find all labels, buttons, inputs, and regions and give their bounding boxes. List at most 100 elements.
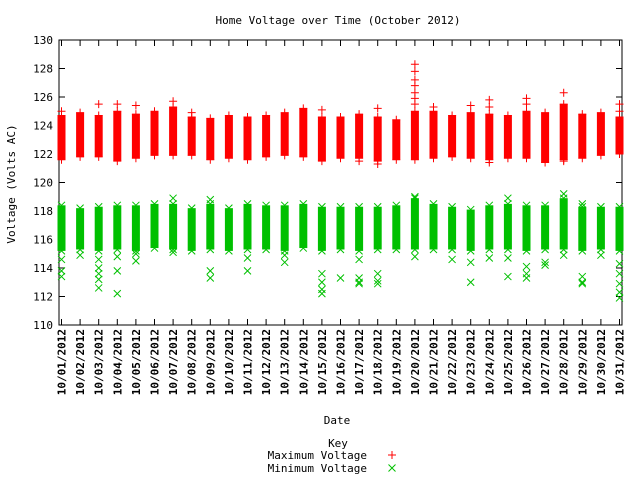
x-tick-label: 10/01/2012 (56, 329, 69, 395)
plot-frame (58, 39, 623, 326)
max-voltage-point (94, 100, 103, 109)
max-voltage-point (429, 102, 438, 111)
min-voltage-point (615, 279, 624, 288)
min-voltage-point (578, 200, 587, 208)
min-voltage-band (373, 206, 382, 250)
max-voltage-point (355, 157, 364, 166)
legend: Key Maximum Voltage Minimum Voltage (268, 437, 396, 475)
max-voltage-point (336, 112, 345, 121)
max-voltage-point (559, 100, 568, 109)
min-voltage-point (522, 262, 531, 271)
max-voltage-point (131, 154, 140, 163)
min-voltage-point (373, 269, 382, 278)
min-voltage-point (541, 245, 549, 254)
min-voltage-band (578, 206, 587, 251)
max-voltage-point (113, 157, 122, 166)
max-voltage-band (392, 119, 401, 160)
y-tick-label: 130 (33, 34, 53, 47)
min-voltage-point (448, 255, 456, 264)
max-voltage-point (410, 100, 419, 109)
max-voltage-point (373, 159, 382, 168)
max-voltage-point (57, 155, 66, 164)
legend-label-maximum-voltage: Maximum Voltage (268, 449, 367, 462)
min-voltage-point (132, 257, 140, 265)
max-voltage-point (485, 158, 494, 167)
min-voltage-point (466, 247, 475, 255)
max-voltage-point (503, 111, 512, 120)
max-voltage-band (299, 108, 308, 157)
max-voltage-band (262, 115, 271, 157)
min-voltage-point (243, 245, 252, 254)
min-voltage-band (243, 203, 252, 250)
max-voltage-band (578, 114, 587, 159)
max-voltage-band (485, 114, 494, 160)
min-voltage-band (336, 206, 345, 250)
min-voltage-point (355, 247, 363, 255)
x-tick-label: 10/21/2012 (428, 329, 441, 395)
min-voltage-point (169, 200, 177, 208)
max-voltage-band (559, 104, 568, 160)
min-voltage-point (578, 272, 587, 281)
min-voltage-point (448, 202, 456, 211)
x-tick-label: 10/12/2012 (260, 329, 273, 395)
max-voltage-point (410, 67, 419, 76)
min-voltage-point (355, 255, 363, 264)
min-voltage-point (597, 251, 605, 260)
max-voltage-point (392, 155, 401, 164)
min-voltage-band (206, 203, 215, 250)
x-tick-label: 10/11/2012 (242, 329, 255, 395)
max-voltage-point (373, 112, 382, 121)
min-voltage-band (596, 206, 605, 250)
min-voltage-band (280, 205, 289, 251)
min-voltage-band (299, 203, 308, 249)
x-tick-label: 10/22/2012 (446, 329, 459, 395)
min-voltage-point (206, 245, 215, 254)
max-voltage-band (169, 106, 178, 156)
min-voltage-point (150, 200, 159, 208)
x-tick-label: 10/26/2012 (521, 329, 534, 395)
min-voltage-band (150, 203, 159, 249)
max-voltage-point (280, 108, 289, 117)
min-voltage-point (206, 266, 215, 275)
series-minimum-voltage (57, 190, 624, 302)
min-voltage-point (318, 289, 326, 298)
min-voltage-point (504, 272, 512, 281)
max-voltage-point (206, 155, 215, 164)
max-voltage-point (596, 151, 605, 160)
max-voltage-point (466, 101, 475, 110)
min-voltage-point (94, 202, 103, 211)
max-voltage-point (76, 152, 85, 161)
min-voltage-point (262, 201, 270, 210)
min-voltage-band (169, 203, 178, 250)
y-tick-label: 126 (33, 91, 53, 104)
max-voltage-band (76, 112, 85, 157)
max-voltage-point (410, 107, 419, 116)
max-voltage-point (485, 102, 494, 111)
x-tick-label: 10/06/2012 (149, 329, 162, 395)
min-voltage-band (94, 206, 103, 251)
max-voltage-point (187, 108, 196, 117)
max-voltage-band (596, 112, 605, 156)
y-tick-label: 116 (33, 234, 53, 247)
min-voltage-point (578, 202, 587, 211)
min-voltage-band (448, 206, 457, 250)
y-axis-ticks: 110 112 114 116 118 120 122 124 126 128 130 (33, 34, 622, 332)
min-voltage-point (280, 258, 289, 267)
max-voltage-point (559, 157, 568, 166)
min-voltage-point (94, 275, 103, 284)
max-voltage-band (317, 116, 326, 162)
max-voltage-band (224, 115, 233, 159)
x-tick-label: 10/14/2012 (297, 329, 310, 395)
max-voltage-point (280, 151, 289, 160)
max-voltage-point (596, 108, 605, 117)
max-voltage-point (262, 152, 271, 161)
min-voltage-point (504, 254, 512, 262)
min-voltage-point (225, 204, 233, 213)
min-voltage-band (57, 205, 66, 251)
min-voltage-point (485, 245, 494, 254)
x-tick-label: 10/20/2012 (409, 329, 422, 395)
max-voltage-point (355, 110, 364, 119)
min-voltage-point (522, 274, 531, 282)
max-voltage-point (410, 60, 419, 69)
min-voltage-point (336, 274, 345, 282)
